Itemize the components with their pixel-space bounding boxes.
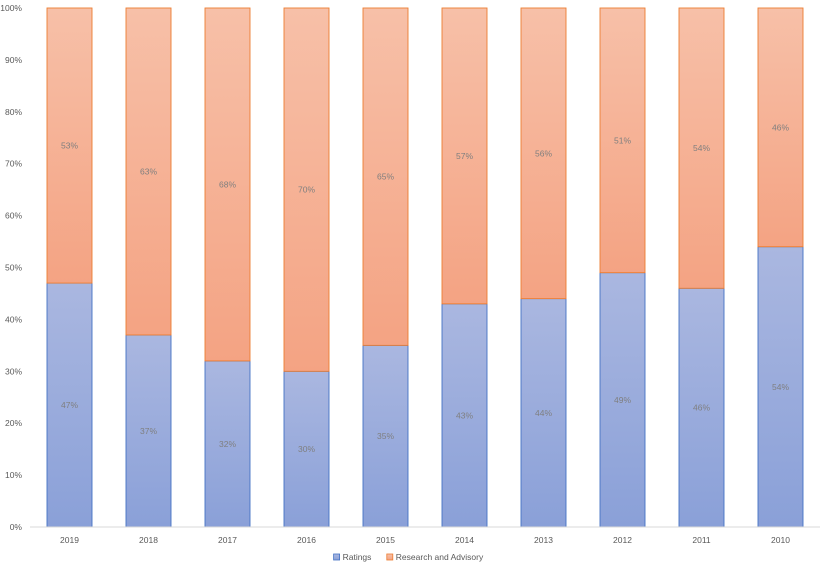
y-tick-label: 80%	[5, 107, 22, 117]
legend-item-research-advisory: Research and Advisory	[386, 552, 484, 562]
data-label: 57%	[456, 151, 473, 161]
y-tick-label: 60%	[5, 211, 22, 221]
x-tick-label: 2011	[692, 535, 711, 545]
data-label: 54%	[772, 382, 789, 392]
y-tick-label: 0%	[10, 522, 23, 532]
y-axis: 0% 10% 20% 30% 40% 50% 60% 70% 80% 90% 100%	[0, 3, 22, 532]
data-label: 56%	[535, 148, 552, 158]
y-tick-label: 100%	[0, 3, 22, 13]
bar-segment-ratings	[599, 272, 646, 528]
bar-segment-research-advisory	[520, 7, 567, 300]
y-tick-label: 50%	[5, 263, 22, 273]
legend-label: Ratings	[343, 552, 372, 562]
data-label: 70%	[298, 185, 315, 195]
bar-segment-ratings	[757, 246, 804, 528]
bar-segment-research-advisory	[441, 7, 488, 305]
x-tick-label: 2010	[771, 535, 790, 545]
data-label: 30%	[298, 444, 315, 454]
bar-segment-ratings	[520, 298, 567, 528]
bar-segment-research-advisory	[125, 7, 172, 336]
x-tick-label: 2015	[376, 535, 395, 545]
data-label: 54%	[693, 143, 710, 153]
data-label: 47%	[61, 400, 78, 410]
data-label: 44%	[535, 408, 552, 418]
data-label: 32%	[219, 439, 236, 449]
bar-segment-research-advisory	[204, 7, 251, 362]
data-label: 65%	[377, 172, 394, 182]
y-tick-label: 10%	[5, 470, 22, 480]
legend-item-ratings: Ratings	[333, 552, 372, 562]
x-tick-label: 2018	[139, 535, 158, 545]
bar-segment-research-advisory	[46, 7, 93, 284]
data-label: 46%	[693, 403, 710, 413]
data-label: 51%	[614, 135, 631, 145]
data-label: 37%	[140, 426, 157, 436]
x-axis: 2019 2018 2017 2016 2015 2014 2013 2012 2011 2010	[60, 535, 790, 545]
data-label: 43%	[456, 410, 473, 420]
x-tick-label: 2013	[534, 535, 553, 545]
x-tick-label: 2016	[297, 535, 316, 545]
data-label: 68%	[219, 179, 236, 189]
data-label: 63%	[140, 166, 157, 176]
bar-segment-ratings	[204, 360, 251, 528]
y-tick-label: 40%	[5, 314, 22, 324]
bar-segment-ratings	[441, 303, 488, 528]
x-tick-label: 2014	[455, 535, 474, 545]
legend-swatch	[386, 553, 394, 561]
data-label: 49%	[614, 395, 631, 405]
x-tick-label: 2012	[613, 535, 632, 545]
bar-segment-research-advisory	[283, 7, 330, 372]
y-tick-label: 70%	[5, 159, 22, 169]
legend-label: Research and Advisory	[396, 552, 484, 562]
bar-segment-research-advisory	[599, 7, 646, 274]
x-tick-label: 2017	[218, 535, 237, 545]
data-label: 46%	[772, 122, 789, 132]
data-label: 53%	[61, 141, 78, 151]
bars-group: 47% 53% 37% 63% 32% 68% 30% 70% 35% 65% 43% 57% 44% 5…	[46, 7, 804, 528]
data-label: 35%	[377, 431, 394, 441]
bar-segment-ratings	[46, 282, 93, 528]
bar-segment-research-advisory	[757, 7, 804, 248]
y-tick-label: 30%	[5, 366, 22, 376]
legend: Ratings Research and Advisory	[333, 552, 484, 562]
y-tick-label: 20%	[5, 418, 22, 428]
bar-segment-research-advisory	[362, 7, 409, 346]
bar-segment-ratings	[678, 287, 725, 528]
legend-swatch	[333, 553, 341, 561]
y-tick-label: 90%	[5, 55, 22, 65]
x-tick-label: 2019	[60, 535, 79, 545]
bar-segment-research-advisory	[678, 7, 725, 289]
